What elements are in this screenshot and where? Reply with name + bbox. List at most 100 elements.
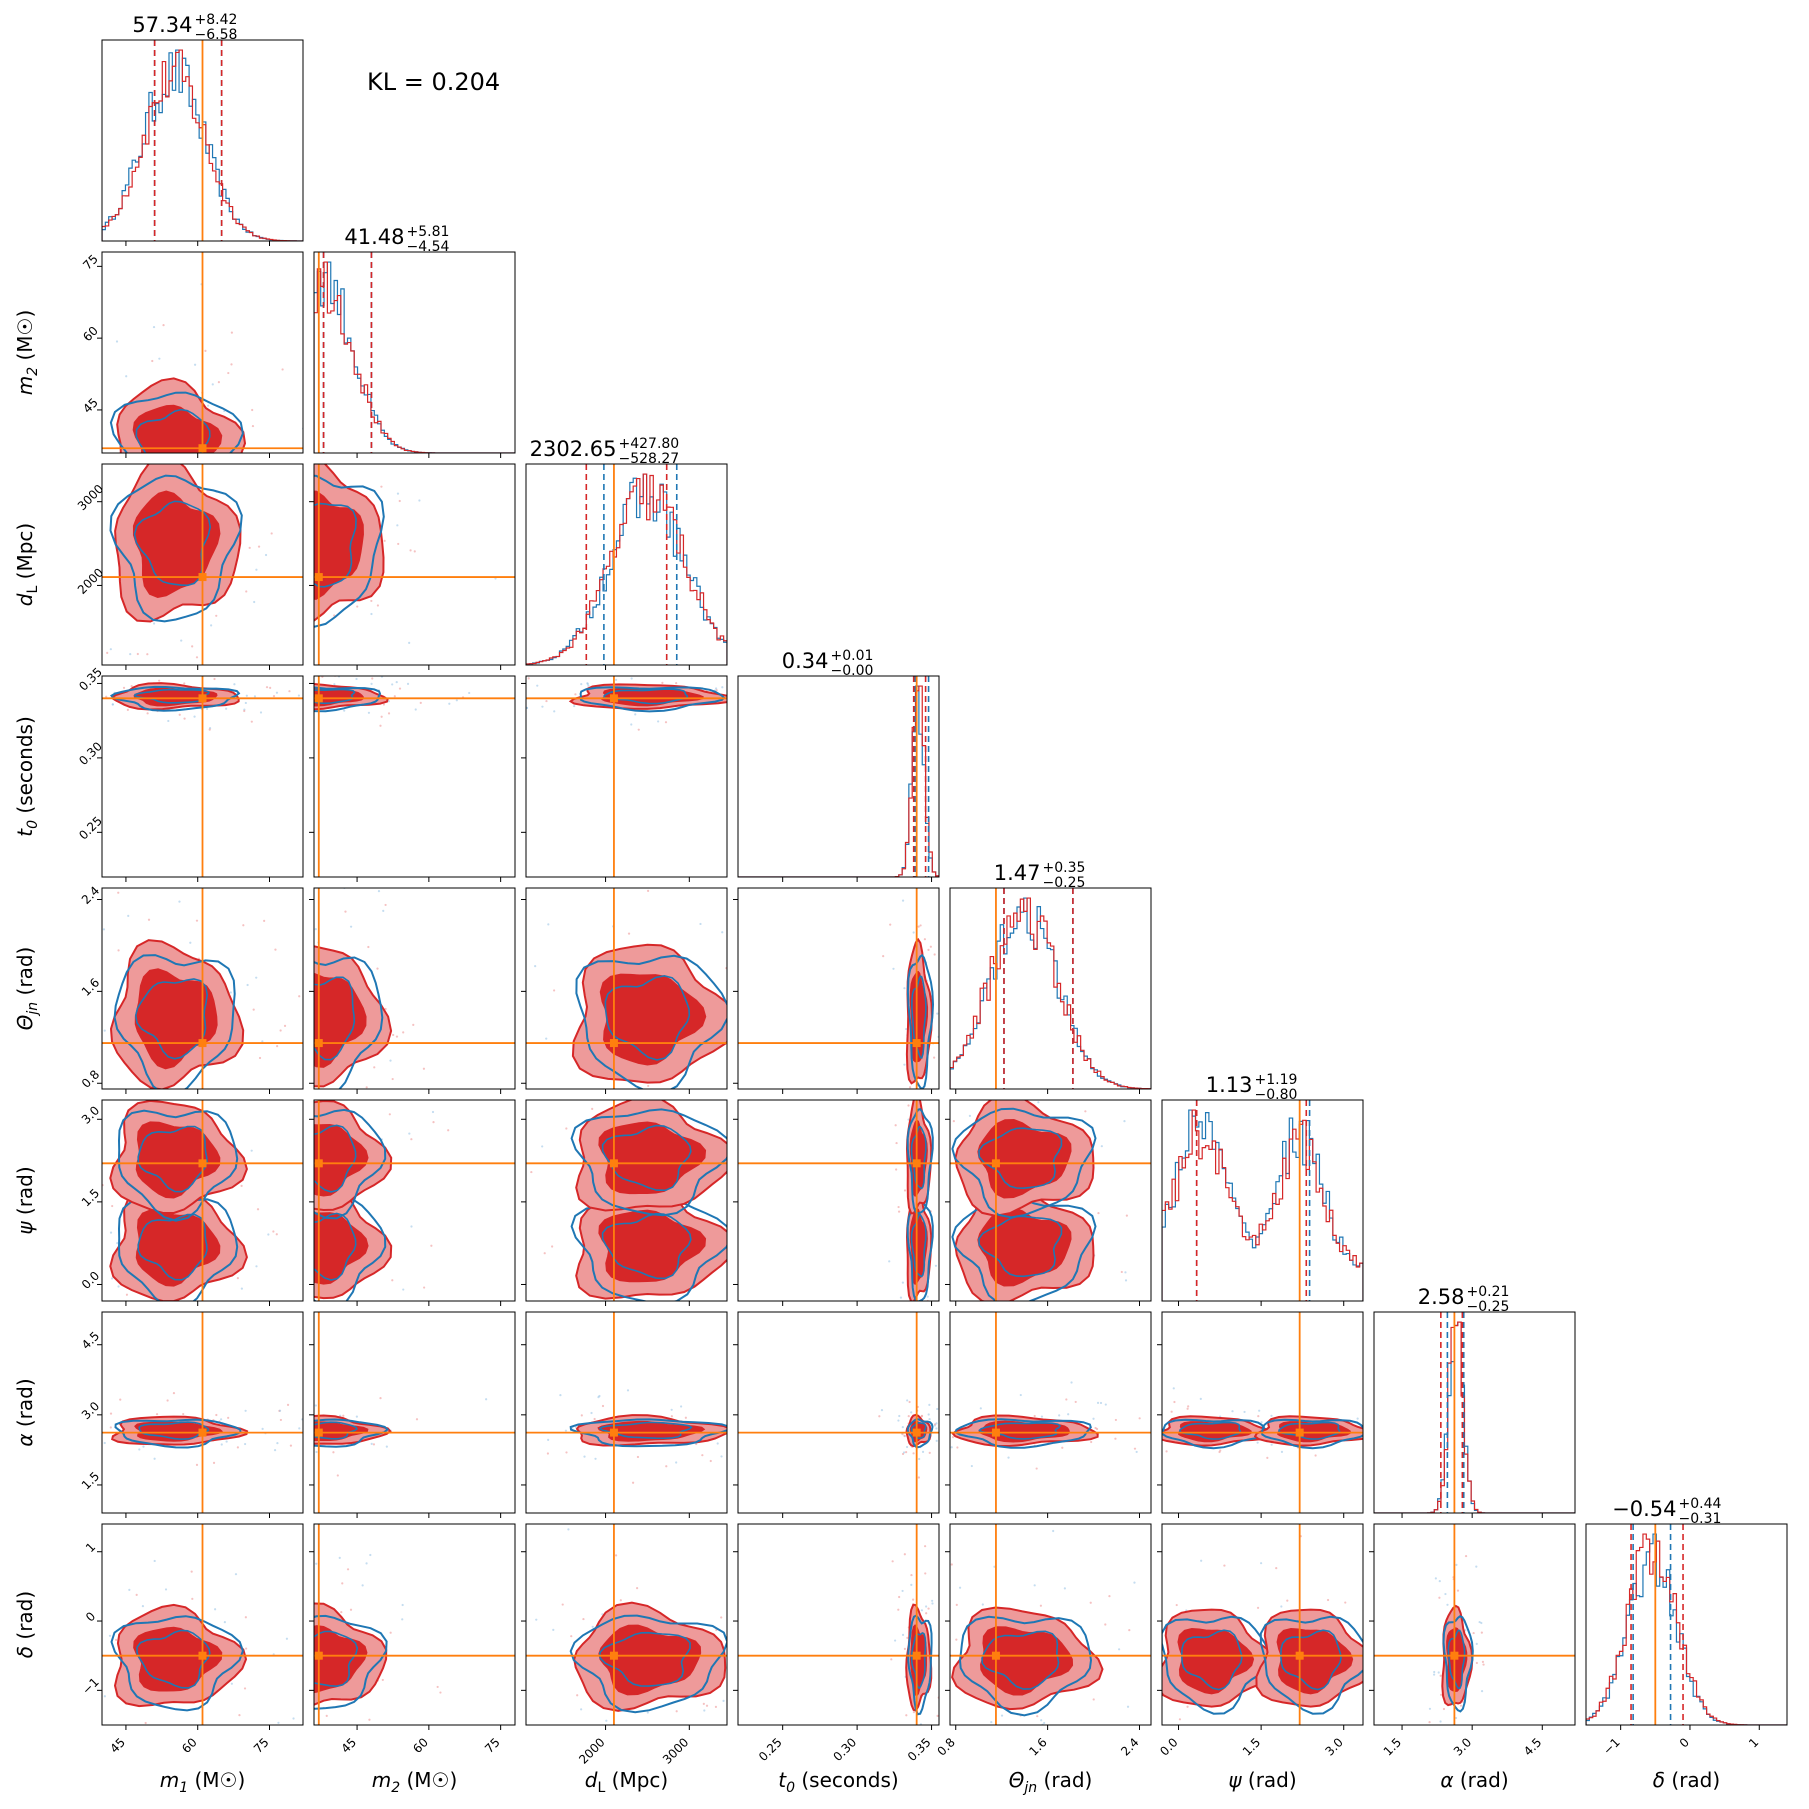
truth-marker [314, 573, 323, 582]
contour-blue-inner-1 [978, 1127, 1063, 1190]
xlabel-theta: Θjn (rad) [1009, 1768, 1093, 1796]
title-theta: 1.47 [994, 861, 1041, 885]
contour-blue-outer-0 [110, 1615, 244, 1712]
truth-marker [912, 1651, 921, 1660]
contour-blue-outer-1 [951, 1107, 1097, 1219]
title-plus-delta: +0.44 [1679, 1496, 1722, 1512]
truth-marker [991, 1159, 1000, 1168]
panel-frame [949, 887, 1152, 1090]
truth-marker [198, 1039, 207, 1048]
ylabel-m2: m2 (M☉) [13, 310, 41, 396]
title-minus-psi: −0.80 [1255, 1087, 1298, 1103]
panel-frame [525, 675, 728, 878]
ytick-m2-1: 60 [80, 324, 101, 345]
truth-marker [912, 1159, 921, 1168]
panel-dL-t0 [521, 675, 728, 882]
xtick-alpha-2: 4.5 [1521, 1735, 1544, 1758]
panel-t0-alpha [733, 1311, 940, 1518]
title-plus-m1: +8.42 [195, 12, 238, 28]
ytick-t0-1: 0.30 [76, 739, 105, 768]
ytick-psi-2: 3.0 [79, 1103, 102, 1126]
xtick-m1-2: 75 [251, 1735, 272, 1756]
contour-blue-inner-0 [314, 976, 356, 1061]
xlabel-dL: dL (Mpc) [585, 1768, 668, 1796]
xtick-t0-0: 0.25 [756, 1735, 785, 1764]
hist-red-theta [950, 897, 1151, 1089]
xtick-theta-1: 1.6 [1026, 1735, 1049, 1758]
title-delta: −0.54 [1612, 1497, 1676, 1521]
hist-red-dL [526, 473, 727, 665]
panel-frame [313, 463, 516, 666]
truth-marker [314, 1039, 323, 1048]
kl-annotation: KL = 0.204 [367, 68, 500, 96]
panel-dL-dL: 2302.65 +427.80−528.27 [525, 436, 728, 670]
title-dL: 2302.65 [530, 437, 617, 461]
contour-blue-outer-0 [314, 686, 382, 713]
panel-frame [949, 1311, 1152, 1514]
title-plus-t0: +0.01 [831, 648, 874, 664]
truth-marker [198, 1651, 207, 1660]
ylabel-alpha: α (rad) [13, 1378, 37, 1446]
panel-frame [1373, 1311, 1576, 1514]
contour-blue-outer-0 [907, 1614, 933, 1716]
ytick-m2-0: 45 [80, 395, 101, 416]
contour-blue-inner-0 [137, 1213, 208, 1281]
panel-alpha-alpha: 2.58 +0.21−0.25 [1373, 1284, 1576, 1518]
panel-frame [1161, 1099, 1364, 1302]
title-m2: 41.48 [344, 225, 404, 249]
title-minus-theta: −0.25 [1043, 875, 1086, 891]
contour-blue-inner-0 [910, 1631, 927, 1690]
ylabel-delta: δ (rad) [13, 1591, 37, 1658]
panel-frame [949, 1523, 1152, 1726]
contour-blue-inner-0 [1447, 1629, 1466, 1690]
panel-m2-m2: 41.48 +5.81−4.54 [313, 224, 516, 458]
contour-inner-1 [314, 1124, 369, 1197]
panel-m2-theta [309, 887, 516, 1094]
contour-blue-outer-0 [314, 1614, 388, 1710]
panel-frame [313, 675, 516, 878]
xtick-theta-2: 2.4 [1118, 1735, 1141, 1758]
ytick-theta-1: 1.6 [79, 975, 102, 998]
title-plus-alpha: +0.21 [1467, 1284, 1510, 1300]
ylabel-t0: t0 (seconds) [13, 716, 41, 836]
panel-m2-dL [309, 463, 516, 670]
panel-m1-m1: 57.34 +8.42−6.58 [101, 12, 304, 246]
panel-frame [313, 1099, 516, 1302]
hist-blue-delta [1586, 1533, 1787, 1725]
panel-frame [101, 1099, 304, 1302]
panel-frame [313, 1311, 516, 1514]
ytick-psi-0: 0.0 [79, 1269, 102, 1292]
hist-red-alpha [1374, 1321, 1575, 1513]
hist-blue-alpha [1374, 1321, 1575, 1513]
truth-marker [991, 1651, 1000, 1660]
panel-frame [101, 1523, 304, 1726]
xtick-psi-0: 0.0 [1157, 1735, 1180, 1758]
title-m1: 57.34 [132, 13, 192, 37]
title-plus-dL: +427.80 [619, 436, 680, 452]
panel-frame [737, 675, 940, 878]
xlabel-m1: m1 (M☉) [160, 1768, 246, 1796]
panel-frame [525, 887, 728, 1090]
contour-blue-inner-0 [910, 1213, 927, 1278]
ylabel-dL: dL (Mpc) [13, 523, 41, 606]
panel-m2-t0 [309, 675, 516, 882]
ytick-t0-2: 0.35 [76, 665, 105, 694]
panel-dL-alpha [521, 1311, 728, 1518]
xtick-m1-0: 45 [107, 1735, 128, 1756]
truth-marker [609, 1039, 618, 1048]
contour-blue-outer-1 [1259, 1615, 1363, 1715]
truth-marker [609, 1651, 618, 1660]
truth-marker [198, 1159, 207, 1168]
title-t0: 0.34 [782, 649, 829, 673]
panel-m1-delta: 45 60 75 −1 0 1 [79, 1523, 304, 1756]
panel-psi-alpha [1157, 1311, 1364, 1518]
panel-dL-delta: 2000 3000 [521, 1523, 728, 1767]
panel-frame [525, 1523, 728, 1726]
xtick-delta-2: 1 [1746, 1735, 1761, 1750]
hist-red-psi [1162, 1109, 1363, 1301]
panel-psi-psi: 1.13 +1.19−0.80 [1161, 1072, 1364, 1306]
panel-alpha-delta: 1.5 3.0 4.5 [1369, 1523, 1576, 1759]
panel-frame [101, 675, 304, 878]
contour-blue-inner-1 [910, 1125, 927, 1190]
